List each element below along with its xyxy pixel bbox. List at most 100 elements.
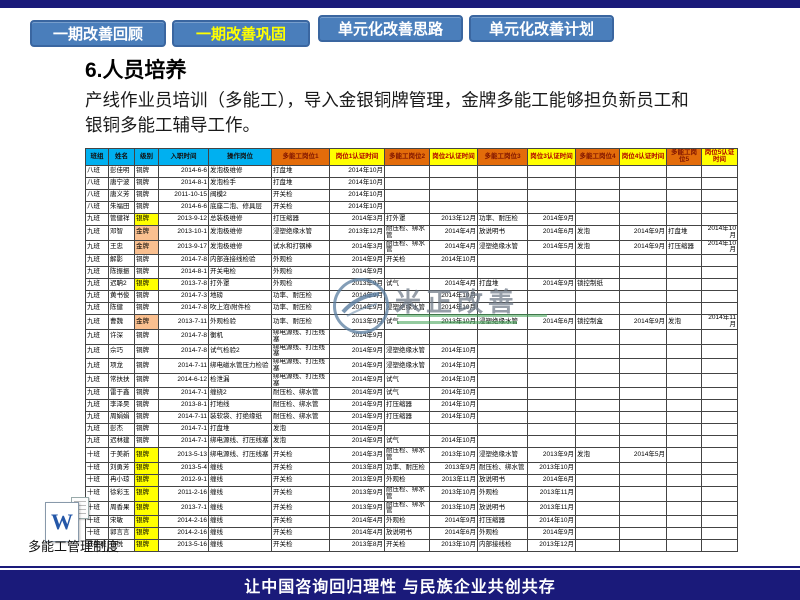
tab-phase1-review[interactable]: 一期改善回顾 <box>30 20 166 47</box>
table-row: 八班 彭佳明 铜牌 2014-6-6 发泡极维修 打盘堆 2014年10月 <box>85 165 738 178</box>
table-cell: 2011-2-16 <box>158 486 209 502</box>
table-cell <box>701 486 738 502</box>
table-cell: 缠线 <box>208 500 272 517</box>
table-cell: 银牌 <box>134 474 159 487</box>
table-cell: 2014-6-12 <box>158 372 209 389</box>
table-cell: 2014年10月 <box>429 372 478 389</box>
table-cell <box>619 411 667 425</box>
table-cell: 李泽昊 <box>108 399 135 413</box>
table-cell: 铜牌 <box>134 358 159 374</box>
table-cell: 邓智 <box>108 225 135 241</box>
table-cell <box>619 500 667 517</box>
table-cell <box>619 399 667 413</box>
table-cell <box>477 343 528 360</box>
body-paragraph: 产线作业员培训（多能工），导入金银铜牌管理，金牌多能工能够担负新员工和银铜多能工… <box>85 90 689 136</box>
table-cell: 银牌 <box>134 447 159 463</box>
table-cell: 发泡 <box>575 225 620 241</box>
table-cell <box>701 266 738 280</box>
table-row: 十班 周香果 银牌 2013-7-1 缠线 开关检 2013年9月 耐压检、绑水管 2013年1… <box>85 500 738 517</box>
table-cell: 锁控制盒 <box>575 314 620 330</box>
table-cell: 2014-7-1 <box>158 387 209 401</box>
table-cell <box>619 328 667 345</box>
table-cell: 2014年9月 <box>329 328 385 345</box>
table-cell: 九班 <box>85 314 109 330</box>
table-cell <box>666 447 702 463</box>
table-row: 九班 李泽昊 铜牌 2013-8-1 打地线 耐压检、绑水管 2014年9月 打压缩器 2014… <box>85 399 738 413</box>
table-cell: 2013年10月 <box>429 500 478 517</box>
table-cell: 耐压检、绑水管 <box>384 447 430 463</box>
table-cell: 2014年4月 <box>429 225 478 241</box>
table-cell: 铜牌 <box>134 165 159 178</box>
col-header-level: 级别 <box>134 148 159 166</box>
table-cell: 九班 <box>85 290 109 304</box>
table-cell <box>701 302 738 316</box>
multi-skill-training-table: 班组 姓名 级别 入职时间 操作岗位 多能工岗位1 岗位1认证时间 多能工岗位2… <box>85 148 738 553</box>
table-cell: 耐压检、绑水管 <box>384 225 430 241</box>
table-cell: 2013-8-1 <box>158 399 209 413</box>
table-cell <box>701 278 738 292</box>
table-cell: 2014年10月 <box>329 177 385 190</box>
table-cell <box>666 302 702 316</box>
table-cell: 2014年10月 <box>329 189 385 202</box>
table-cell: 2012-9-1 <box>158 474 209 487</box>
table-cell: 2013-9-17 <box>158 239 209 256</box>
table-cell <box>666 213 702 226</box>
word-doc-icon[interactable]: W <box>45 497 93 545</box>
table-cell <box>619 372 667 389</box>
table-cell: 2014-7-8 <box>158 343 209 360</box>
table-cell <box>429 423 478 437</box>
table-cell <box>619 290 667 304</box>
table-cell: 检泄漏 <box>208 372 272 389</box>
table-cell: 2014-7-8 <box>158 328 209 345</box>
table-cell: 2014年9月 <box>619 314 667 330</box>
table-cell: 于美新 <box>108 447 135 463</box>
table-cell: 外观检 <box>477 527 528 541</box>
table-cell: 2014年10月 <box>429 387 478 401</box>
table-cell <box>575 539 620 553</box>
col-header-operation-post: 操作岗位 <box>208 148 272 166</box>
table-cell: 2014-7-1 <box>158 423 209 437</box>
table-cell <box>701 462 738 475</box>
col-header-team: 班组 <box>85 148 109 166</box>
table-cell <box>701 328 738 345</box>
table-cell <box>619 462 667 475</box>
table-row: 九班 曹魏 金牌 2013-7-11 外观检验 功率、耐压检 2013年9月 试气 2013年1… <box>85 314 738 330</box>
table-cell <box>666 500 702 517</box>
table-cell <box>477 411 528 425</box>
table-cell: 2013年9月 <box>329 486 385 502</box>
table-cell: 彭杰 <box>108 423 135 437</box>
table-cell <box>477 387 528 401</box>
tab-phase1-consolidation[interactable]: 一期改善巩固 <box>172 20 310 47</box>
table-cell <box>575 435 620 449</box>
table-cell: 铜牌 <box>134 387 159 401</box>
table-row: 九班 迟林建 铜牌 2014-7-1 绑电源线、打压线塞 发泡 2014年9月 试气 2014年… <box>85 435 738 449</box>
table-cell: 2014-2-16 <box>158 515 209 529</box>
table-cell <box>619 266 667 280</box>
table-cell: 铜牌 <box>134 189 159 202</box>
table-cell: 开关检 <box>271 527 330 541</box>
table-cell: 缠线 <box>208 474 272 487</box>
table-cell <box>701 435 738 449</box>
table-cell: 耐压检、绑水管 <box>384 486 430 502</box>
table-cell: 唐义芳 <box>108 189 135 202</box>
table-cell: 2014年9月 <box>329 435 385 449</box>
table-cell: 九班 <box>85 213 109 226</box>
table-cell: 彭佳明 <box>108 165 135 178</box>
table-cell: 绑电源线、打压线塞 <box>208 435 272 449</box>
tab-unitized-improvement-ideas[interactable]: 单元化改善思路 <box>318 15 463 42</box>
table-cell: 八班 <box>85 201 109 214</box>
table-cell <box>666 435 702 449</box>
table-cell: 锁控制纸 <box>575 278 620 292</box>
table-cell: 内部连接线检验 <box>208 254 272 268</box>
table-cell <box>666 278 702 292</box>
table-cell: 外观检 <box>384 474 430 487</box>
table-row: 八班 唐宁波 铜牌 2014-8-1 发泡检手 打盘堆 2014年10月 <box>85 177 738 190</box>
table-cell <box>527 435 576 449</box>
table-cell <box>527 165 576 178</box>
table-cell: 2014年9月 <box>329 411 385 425</box>
tab-unitized-improvement-plan[interactable]: 单元化改善计划 <box>469 15 614 42</box>
table-cell: 2013年11月 <box>429 474 478 487</box>
table-cell: 2013年10月 <box>429 447 478 463</box>
table-cell: 发泡 <box>575 447 620 463</box>
table-cell: 陈振振 <box>108 266 135 280</box>
